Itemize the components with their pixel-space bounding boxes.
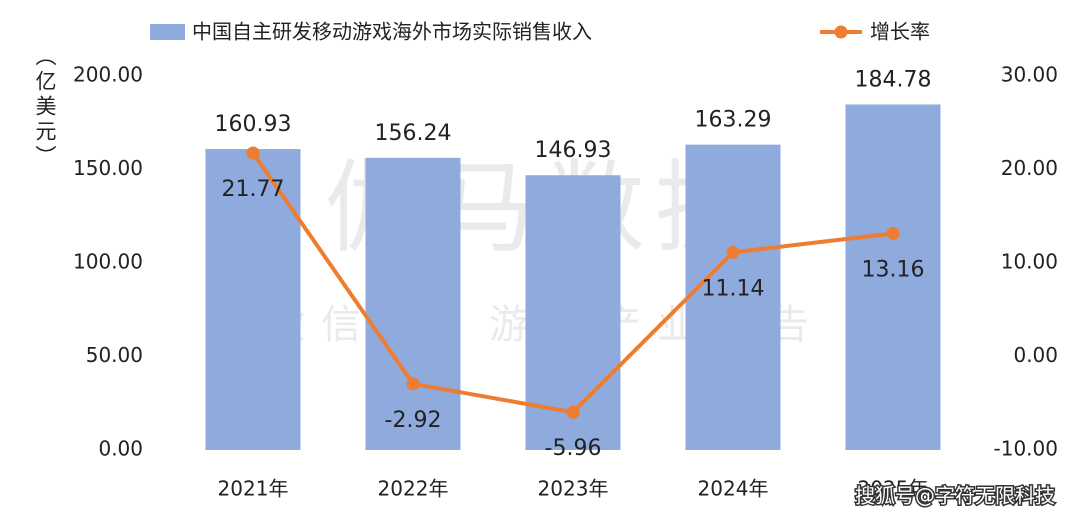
x-tick-label: 2022年 bbox=[378, 477, 449, 501]
legend-label: 增长率 bbox=[870, 20, 930, 44]
bar bbox=[525, 175, 621, 450]
x-tick-label: 2021年 bbox=[218, 477, 289, 501]
y-tick-label: 100.00 bbox=[73, 250, 143, 274]
y2-tick-label: -10.00 bbox=[994, 437, 1058, 461]
y-tick-label: 0.00 bbox=[98, 437, 143, 461]
line-value-label: -5.96 bbox=[545, 436, 602, 461]
y2-tick-label: 0.00 bbox=[1013, 343, 1058, 367]
bar-value-label: 156.24 bbox=[375, 121, 452, 146]
bar-value-label: 160.93 bbox=[215, 112, 292, 137]
bar bbox=[845, 104, 941, 451]
x-tick-label: 2025年 bbox=[858, 477, 929, 501]
legend-label: 中国自主研发移动游戏海外市场实际销售收入 bbox=[192, 20, 592, 44]
y-tick-label: 50.00 bbox=[86, 343, 143, 367]
bar bbox=[685, 144, 781, 450]
y-axis-label: （亿美元） bbox=[33, 45, 57, 170]
y2-tick-label: 30.00 bbox=[1001, 63, 1058, 87]
plot: 0.00 50.00 100.00 150.00 200.00 -10.00 0.00 10.… bbox=[73, 20, 1058, 501]
legend-swatch bbox=[834, 25, 848, 39]
bar-value-label: 184.78 bbox=[855, 67, 932, 92]
bar-value-label: 146.93 bbox=[535, 138, 612, 163]
line-value-label: 21.77 bbox=[222, 177, 285, 202]
y-tick-label: 150.00 bbox=[73, 156, 143, 180]
y-tick-label: 200.00 bbox=[73, 63, 143, 87]
line-point bbox=[406, 377, 420, 391]
y2-tick-label: 20.00 bbox=[1001, 156, 1058, 180]
line-point bbox=[246, 146, 260, 160]
line-point bbox=[886, 226, 900, 240]
bar bbox=[365, 157, 461, 450]
bar-value-label: 163.29 bbox=[695, 108, 772, 133]
line-point bbox=[566, 405, 580, 419]
source-watermark: 搜狐号@字符无限科技 bbox=[855, 484, 1055, 508]
line-value-label: 13.16 bbox=[862, 257, 925, 282]
line-point bbox=[726, 245, 740, 259]
line-value-label: -2.92 bbox=[385, 408, 442, 433]
x-tick-label: 2023年 bbox=[538, 477, 609, 501]
y2-tick-label: 10.00 bbox=[1001, 250, 1058, 274]
x-tick-label: 2024年 bbox=[698, 477, 769, 501]
line-value-label: 11.14 bbox=[702, 276, 765, 301]
legend-swatch bbox=[150, 24, 185, 40]
